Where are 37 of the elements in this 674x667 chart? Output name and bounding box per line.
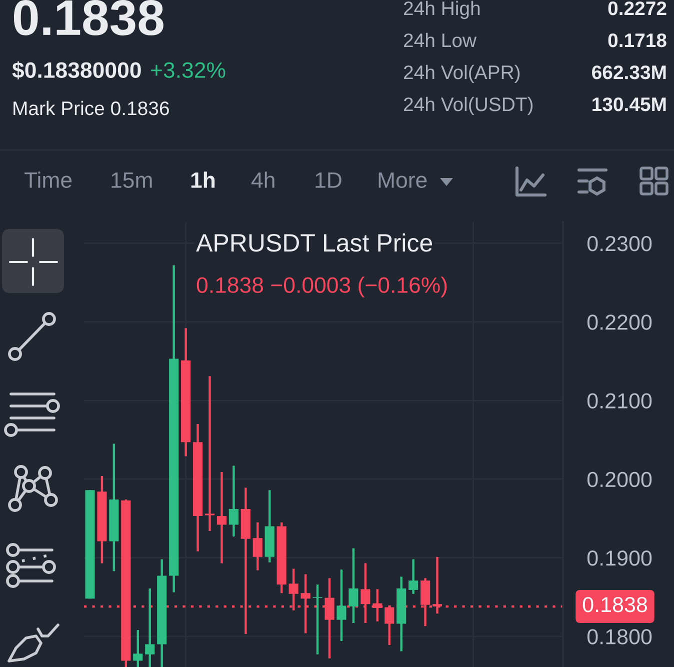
text: 0.1838 −0.0003 (−0.16%)	[196, 276, 447, 298]
y-tick-label: 0.2300	[587, 236, 652, 252]
text: 0.1838	[14, 0, 164, 36]
candlestick	[204, 374, 215, 532]
ref-line-label: 0.1838	[582, 596, 647, 612]
text: 1h	[191, 172, 215, 188]
text: Mark Price 0.1836	[14, 100, 169, 116]
candlestick	[145, 587, 155, 667]
text: 24h High	[404, 0, 480, 20]
text: 0.2272	[608, 1, 666, 16]
y-tick-label: 0.2000	[587, 472, 652, 488]
candlestick	[408, 558, 418, 595]
candlestick	[336, 568, 346, 642]
candlestick	[312, 583, 322, 656]
y-tick-label: 0.2100	[587, 393, 652, 408]
y-tick-label: 0.1800	[587, 629, 652, 644]
candlestick	[252, 521, 262, 572]
candlestick	[216, 470, 227, 564]
chart-title: APRUSDT Last Price	[196, 233, 432, 252]
text: More	[378, 172, 427, 188]
y-tick-label: 0.1900	[587, 550, 652, 566]
text: 662.33M	[592, 65, 666, 80]
text: 4h	[252, 172, 274, 188]
y-tick-label: 0.2200	[587, 314, 652, 330]
text: 130.45M	[592, 97, 666, 112]
text: Time	[24, 172, 72, 188]
text: $0.18380000	[12, 61, 141, 80]
text: 15m	[112, 172, 152, 188]
text: 24h Vol(USDT)	[404, 96, 533, 116]
text: +3.32%	[151, 62, 226, 78]
text: 0.1718	[608, 33, 666, 48]
candlestick	[133, 628, 143, 667]
candlestick	[348, 547, 358, 624]
text: 1D	[316, 172, 342, 188]
candlestick	[228, 464, 238, 538]
text: 24h Vol(APR)	[404, 64, 520, 84]
text: 24h Low	[404, 32, 477, 48]
